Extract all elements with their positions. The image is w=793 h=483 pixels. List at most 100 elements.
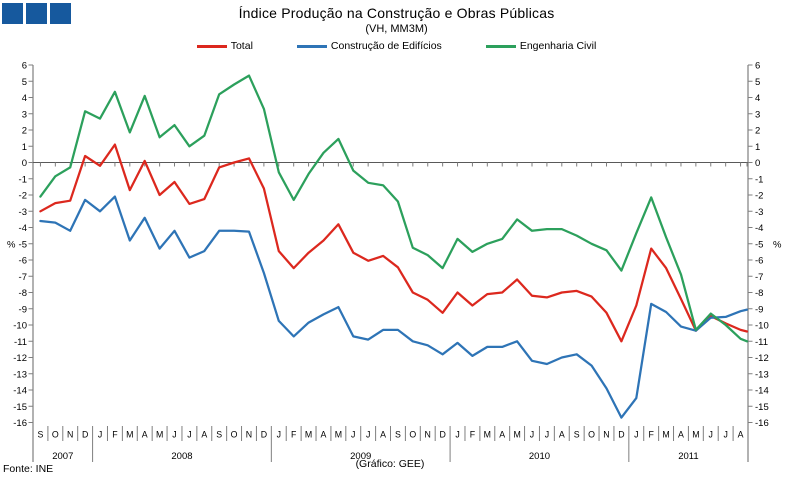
y-tick-label-right: 0: [755, 158, 760, 169]
month-label: N: [425, 430, 431, 440]
month-label: S: [216, 430, 222, 440]
month-label: N: [603, 430, 609, 440]
month-label: J: [172, 430, 176, 440]
y-tick-label-right: -7: [755, 272, 763, 283]
month-label: J: [366, 430, 370, 440]
y-tick-label-right: 6: [755, 61, 760, 72]
logo-square-icon: [26, 3, 47, 24]
month-label: N: [246, 430, 252, 440]
y-tick-label-right: -16: [755, 418, 769, 429]
legend-item-construcao: Construção de Edifícios: [296, 40, 442, 52]
month-label: A: [201, 430, 207, 440]
month-label: J: [277, 430, 281, 440]
year-label: 2009: [350, 451, 371, 462]
legend-line-swatch: [485, 44, 516, 48]
y-tick-label-left: 5: [22, 77, 27, 88]
month-label: O: [588, 430, 595, 440]
y-tick-label-left: 4: [22, 93, 27, 104]
month-label: J: [351, 430, 355, 440]
chart-title: Índice Produção na Construção e Obras Pú…: [238, 5, 555, 21]
y-tick-label-left: -4: [19, 223, 27, 234]
logo-square-icon: [2, 3, 23, 24]
month-label: J: [545, 430, 549, 440]
month-label: A: [559, 430, 565, 440]
credit-label: (Gráfico: GEE): [355, 458, 425, 470]
month-label: S: [38, 430, 44, 440]
y-tick-label-right: 3: [755, 109, 760, 120]
month-label: M: [126, 430, 133, 440]
year-label: 2008: [171, 451, 192, 462]
y-tick-label-left: -5: [19, 239, 27, 250]
y-tick-label-right: 1: [755, 142, 760, 153]
y-tick-label-left: -12: [13, 353, 27, 364]
month-label: A: [738, 430, 744, 440]
legend-item-engenharia: Engenharia Civil: [485, 40, 597, 52]
legend-label: Construção de Edifícios: [330, 40, 442, 52]
month-label: M: [156, 430, 163, 440]
y-tick-label-left: 1: [22, 142, 27, 153]
month-label: J: [530, 430, 534, 440]
y-tick-label-left: 3: [22, 109, 27, 120]
legend-item-total: Total: [196, 40, 253, 52]
y-tick-label-left: 6: [22, 61, 27, 72]
month-label: F: [291, 430, 297, 440]
y-tick-label-right: -4: [755, 223, 763, 234]
legend-label: Engenharia Civil: [519, 40, 597, 52]
y-tick-label-right: -3: [755, 207, 763, 218]
month-label: D: [618, 430, 624, 440]
y-tick-label-left: -9: [19, 304, 27, 315]
y-tick-label-right: -13: [755, 369, 769, 380]
month-label: O: [231, 430, 238, 440]
month-label: A: [678, 430, 684, 440]
month-label: M: [335, 430, 342, 440]
y-tick-label-right: -8: [755, 288, 763, 299]
month-label: D: [82, 430, 88, 440]
month-label: A: [380, 430, 386, 440]
month-label: M: [513, 430, 520, 440]
month-label: F: [112, 430, 118, 440]
month-label: S: [574, 430, 580, 440]
month-label: J: [634, 430, 638, 440]
month-label: O: [52, 430, 59, 440]
month-label: M: [305, 430, 312, 440]
y-tick-label-right: -5: [755, 239, 763, 250]
y-tick-label-right: 2: [755, 126, 760, 137]
y-tick-label-right: -12: [755, 353, 769, 364]
month-label: J: [98, 430, 102, 440]
legend-label: Total: [230, 40, 253, 52]
year-label: 2010: [529, 451, 550, 462]
y-axes: 6 65 54 43 32 21 10 0-1 -1-2 -2-3 -3-4 -4-5 -5% %-6 -6…: [7, 61, 782, 462]
y-tick-label-left: -2: [19, 191, 27, 202]
source-label: Fonte: INE: [3, 463, 54, 475]
y-tick-label-left: -3: [19, 207, 27, 218]
month-label: A: [142, 430, 148, 440]
legend: Total Construção de Edifícios Engenharia…: [0, 40, 793, 52]
y-tick-label-left: -14: [13, 386, 27, 397]
series-line-engenharia-civil: [39, 74, 749, 343]
y-axis-unit-right: %: [773, 239, 782, 250]
series-line-total: [39, 143, 749, 343]
chart-subtitle: (VH, MM3M): [365, 23, 428, 35]
logo-square-icon: [50, 3, 71, 24]
y-tick-label-left: -1: [19, 174, 27, 185]
zero-axis: [33, 162, 748, 167]
y-tick-label-left: -7: [19, 272, 27, 283]
month-label: F: [470, 430, 476, 440]
month-label: J: [723, 430, 727, 440]
y-tick-label-right: -11: [755, 337, 768, 348]
y-axis-unit-left: %: [7, 239, 16, 250]
month-label: J: [709, 430, 713, 440]
month-label: D: [261, 430, 267, 440]
y-tick-label-right: 4: [755, 93, 760, 104]
month-label: O: [409, 430, 416, 440]
y-tick-label-right: -15: [755, 402, 769, 413]
y-tick-label-left: -15: [13, 402, 27, 413]
y-tick-label-right: -6: [755, 256, 763, 267]
y-tick-label-right: -10: [755, 321, 769, 332]
legend-line-swatch: [296, 44, 327, 48]
y-tick-label-left: -13: [13, 369, 27, 380]
y-tick-label-left: -10: [13, 321, 27, 332]
y-tick-label-left: -11: [14, 337, 27, 348]
